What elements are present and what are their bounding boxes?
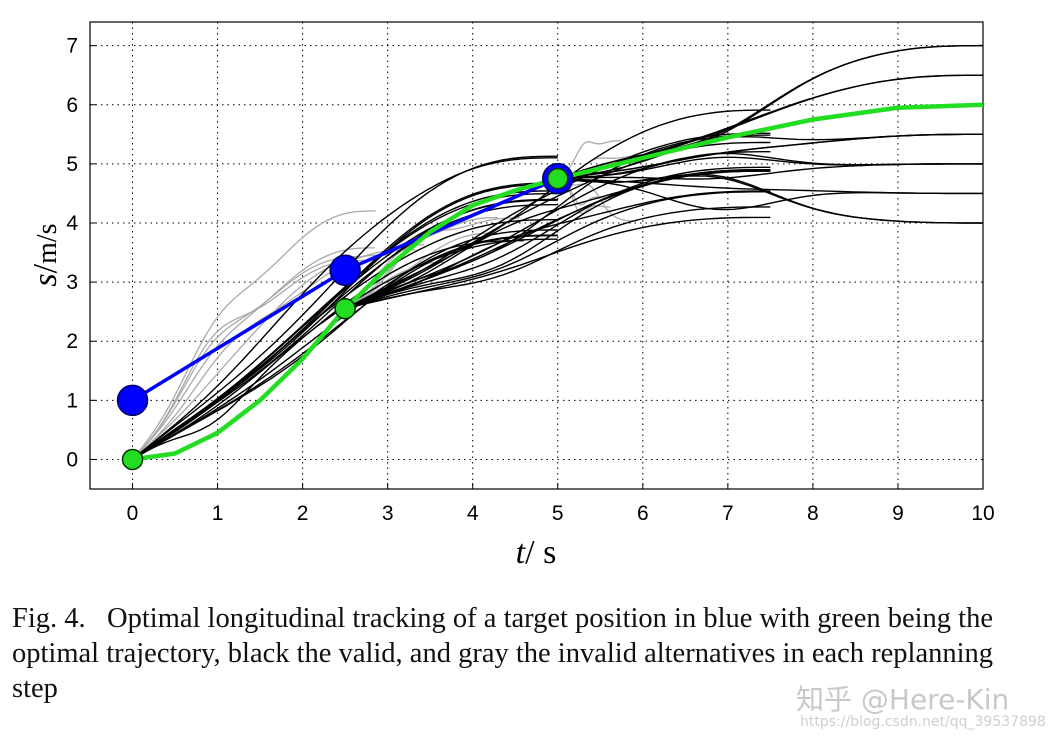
y-tick-label: 5 xyxy=(66,153,78,176)
plot-frame xyxy=(89,21,984,490)
x-axis-label: t/ s xyxy=(516,534,557,571)
watermark: 知乎 @Here-Kin xyxy=(796,683,1010,716)
x-tick-label: 1 xyxy=(212,502,224,525)
y-tick-label: 6 xyxy=(66,94,78,117)
x-tick-label: 3 xyxy=(382,502,394,525)
valid-trajectory xyxy=(557,156,983,180)
figure-caption: Fig. 4. Optimal longitudinal tracking of… xyxy=(12,601,1012,706)
y-tick-label: 2 xyxy=(66,330,78,353)
valid-trajectory xyxy=(344,190,771,310)
x-axis-var: t xyxy=(516,534,527,571)
watermark-url: https://blog.csdn.net/qq_39537898 xyxy=(800,714,1046,730)
valid-trajectory xyxy=(344,191,771,310)
y-tick-label: 0 xyxy=(66,448,78,471)
x-axis-unit: s xyxy=(543,534,556,571)
y-tick-label: 7 xyxy=(66,35,78,58)
x-tick-label: 0 xyxy=(127,502,139,525)
invalid-trajectory xyxy=(344,232,497,310)
tick-labels: 0 1 2 3 4 5 6 7 8 9 10 0 1 2 3 4 5 6 7 xyxy=(66,35,994,525)
caption-label: Fig. 4. xyxy=(12,603,86,634)
x-tick-label: 5 xyxy=(552,502,564,525)
x-tick-label: 8 xyxy=(807,502,819,525)
y-tick-label: 4 xyxy=(66,212,78,235)
target-marker xyxy=(116,384,149,417)
y-axis-unit: m/s xyxy=(32,223,63,263)
replan-start-marker xyxy=(121,448,144,471)
caption-text: Optimal longitudinal tracking of a targe… xyxy=(12,603,994,704)
invalid-trajectory xyxy=(132,247,375,460)
x-tick-label: 10 xyxy=(971,502,994,525)
y-tick-label: 3 xyxy=(66,271,78,294)
target-marker xyxy=(329,254,361,287)
valid-trajectory xyxy=(557,44,984,180)
valid-trajectory xyxy=(557,178,983,195)
valid-trajectory xyxy=(132,157,558,460)
optimal-trajectory xyxy=(132,102,984,462)
x-tick-label: 9 xyxy=(892,502,904,525)
replan-start-marker xyxy=(334,297,356,320)
trajectory-chart: 0 1 2 3 4 5 6 7 8 9 10 0 1 2 3 4 5 6 7 s/m/s t/ s xyxy=(27,21,995,571)
series-layer xyxy=(116,102,984,471)
replan-start-marker xyxy=(547,167,569,190)
y-axis-label: s/m/s xyxy=(27,223,64,286)
y-axis-var: s xyxy=(27,273,64,286)
valid-trajectory xyxy=(557,133,983,180)
invalid-trajectory xyxy=(131,210,376,460)
valid-trajectory xyxy=(344,216,771,310)
invalid-trajectory xyxy=(132,256,365,460)
valid-trajectory xyxy=(132,239,524,461)
x-tick-label: 7 xyxy=(722,502,734,525)
x-tick-label: 6 xyxy=(637,502,649,525)
valid-trajectory xyxy=(132,198,558,460)
y-tick-label: 1 xyxy=(66,389,78,412)
x-tick-label: 4 xyxy=(467,502,479,525)
x-tick-label: 2 xyxy=(297,502,309,525)
